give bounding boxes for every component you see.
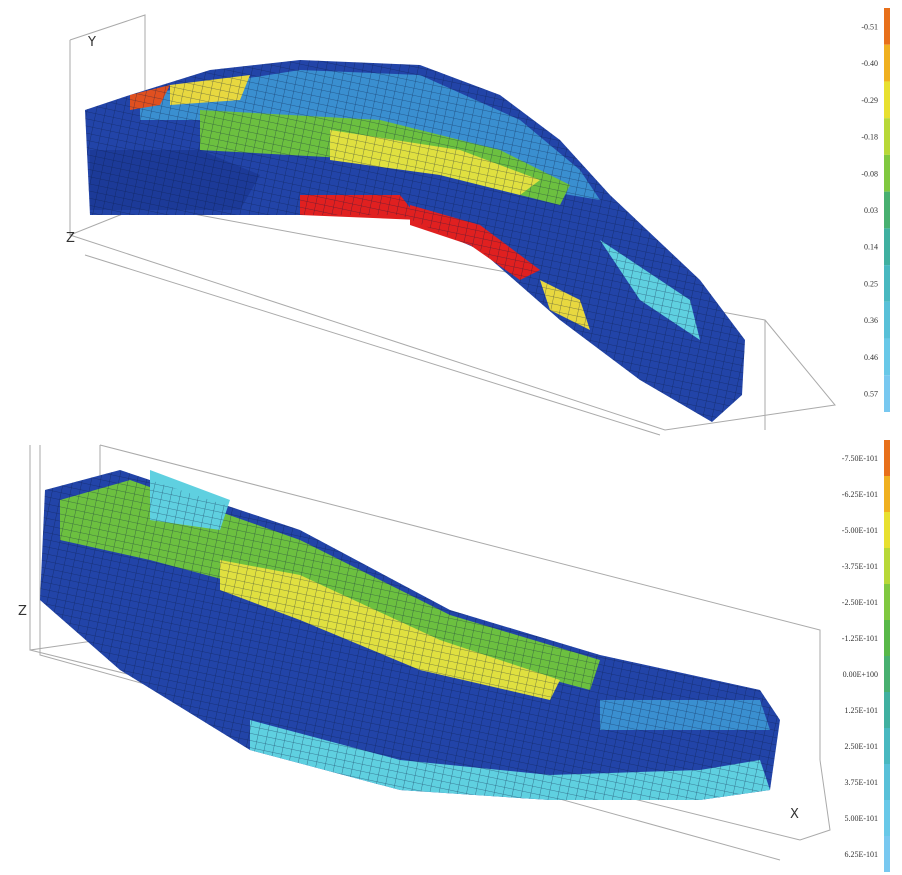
colorbars: -0.51 -0.40 -0.29 -0.18 -0.08 0.03 0.14 0.25 0.3… xyxy=(842,8,890,872)
colorbar-segment xyxy=(884,584,890,620)
colorbar-label: 3.75E-101 xyxy=(844,778,878,787)
colorbar-label: -6.25E-101 xyxy=(842,490,878,499)
colorbar-segment xyxy=(884,764,890,800)
colorbar-label: -7.50E-101 xyxy=(842,454,878,463)
colorbar-segment xyxy=(884,800,890,836)
colorbar-segment xyxy=(884,620,890,656)
colorbar-label: 0.25 xyxy=(864,279,878,288)
colorbar-label: -5.00E-101 xyxy=(842,526,878,535)
colorbar-segment xyxy=(884,656,890,692)
colorbar-segment xyxy=(884,228,890,265)
colorbar-label: -3.75E-101 xyxy=(842,562,878,571)
colorbar-label: -0.18 xyxy=(861,133,878,142)
colorbar-label: 0.14 xyxy=(864,243,878,252)
colorbar-label: 0.36 xyxy=(864,316,878,325)
colorbar-segment xyxy=(884,375,890,412)
colorbar-label: 2.50E-101 xyxy=(844,742,878,751)
colorbar-label: 0.46 xyxy=(864,353,878,362)
colorbar-label: 1.25E-101 xyxy=(844,706,878,715)
colorbar-segment xyxy=(884,45,890,82)
colorbar-label: 0.57 xyxy=(864,390,878,399)
colorbar-label: -0.29 xyxy=(861,96,878,105)
colorbar-label: -0.08 xyxy=(861,169,878,178)
colorbar-segment xyxy=(884,155,890,192)
colorbar-label: 0.03 xyxy=(864,206,878,215)
colorbar-segment xyxy=(884,118,890,155)
colorbar-label: -2.50E-101 xyxy=(842,598,878,607)
axis-label: Z xyxy=(18,604,27,619)
colorbar-segment xyxy=(884,692,890,728)
colorbar-label: 0.00E+100 xyxy=(843,670,878,679)
colorbar-label: 5.00E-101 xyxy=(844,814,878,823)
colorbar-segment xyxy=(884,836,890,872)
figure: -0.51 -0.40 -0.29 -0.18 -0.08 0.03 0.14 0.25 0.3… xyxy=(0,0,902,875)
colorbar-segment xyxy=(884,81,890,118)
axis-label: Z xyxy=(66,231,75,246)
colorbar-segment xyxy=(884,265,890,302)
colorbar-label: -0.40 xyxy=(861,59,878,68)
colorbar-segment xyxy=(884,512,890,548)
colorbar-segment xyxy=(884,728,890,764)
colorbar-segment xyxy=(884,339,890,376)
colorbar-label: -1.25E-101 xyxy=(842,634,878,643)
page: -0.51 -0.40 -0.29 -0.18 -0.08 0.03 0.14 0.25 0.3… xyxy=(0,0,902,875)
axis-label: X xyxy=(790,807,799,822)
colorbar-segment xyxy=(884,440,890,476)
colorbar-label: -0.51 xyxy=(861,22,878,31)
hull-top xyxy=(85,60,745,422)
hull-bottom xyxy=(40,470,780,800)
colorbar-segment xyxy=(884,302,890,339)
axis-label: Y xyxy=(87,35,96,50)
colorbar-segment xyxy=(884,8,890,45)
colorbar-segment xyxy=(884,476,890,512)
colorbar-segment xyxy=(884,192,890,229)
colorbar-label: 6.25E-101 xyxy=(844,850,878,859)
colorbar-segment xyxy=(884,548,890,584)
